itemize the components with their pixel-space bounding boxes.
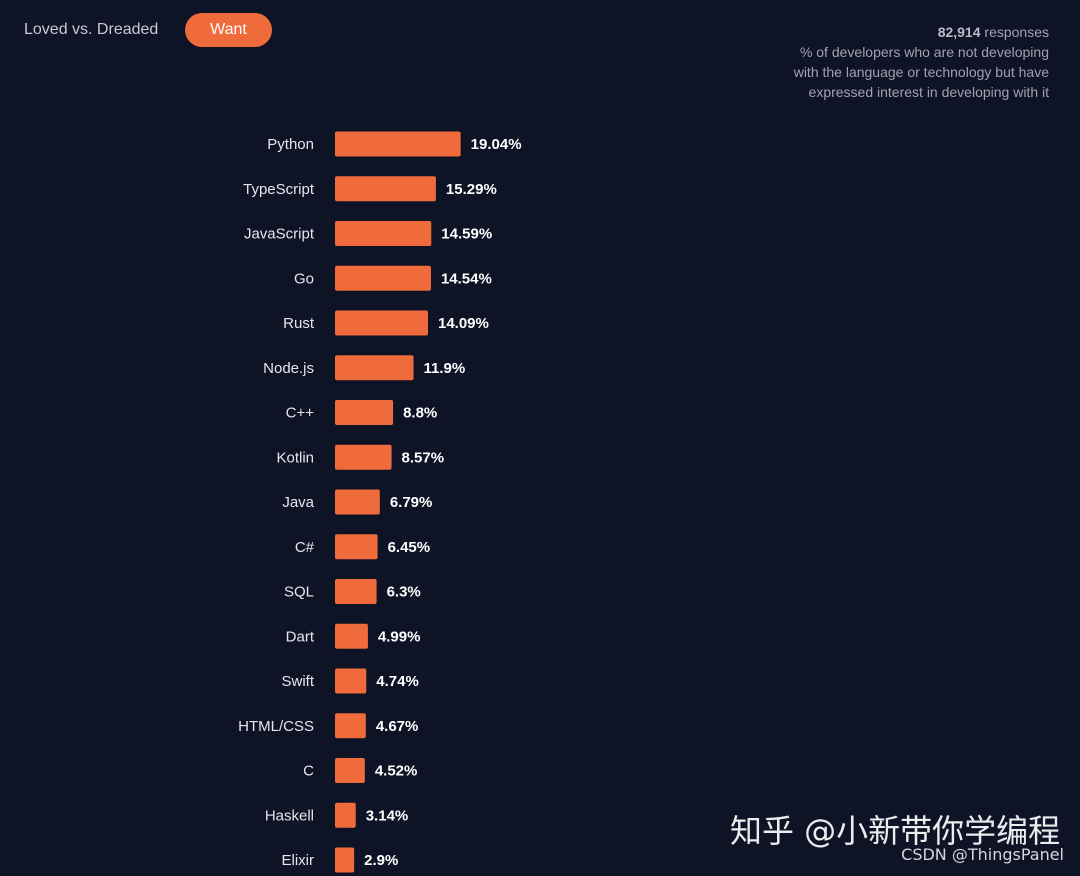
value-label: 14.54%	[441, 270, 492, 287]
value-label: 14.09%	[438, 315, 489, 332]
responses-info: 82,914 responses % of developers who are…	[749, 22, 1049, 102]
bar[interactable]	[335, 176, 436, 202]
value-label: 8.57%	[402, 449, 445, 466]
value-label: 6.79%	[390, 494, 433, 511]
bar[interactable]	[335, 534, 378, 560]
value-label: 2.9%	[364, 852, 398, 869]
bar[interactable]	[335, 579, 377, 604]
bar[interactable]	[335, 668, 367, 694]
category-label: Elixir	[282, 852, 315, 869]
category-label: HTML/CSS	[238, 718, 314, 735]
bar[interactable]	[335, 355, 414, 381]
value-label: 19.04%	[471, 136, 522, 153]
category-label: Node.js	[263, 360, 314, 377]
bar[interactable]	[335, 758, 365, 783]
value-label: 4.74%	[376, 673, 419, 690]
value-label: 11.9%	[424, 360, 466, 377]
category-label: Go	[294, 270, 314, 287]
value-label: 3.14%	[366, 807, 409, 824]
csdn-watermark: CSDN @ThingsPanel	[901, 845, 1064, 864]
value-label: 6.45%	[388, 539, 431, 556]
category-label: Haskell	[265, 807, 314, 824]
responses-line: 82,914 responses	[749, 22, 1049, 42]
bar[interactable]	[335, 400, 394, 425]
value-label: 15.29%	[446, 181, 497, 198]
responses-suffix: responses	[980, 24, 1049, 40]
category-label: C++	[286, 405, 315, 422]
category-label: TypeScript	[243, 181, 315, 198]
value-label: 4.52%	[375, 763, 418, 780]
category-label: Java	[282, 494, 314, 511]
responses-count: 82,914	[937, 24, 981, 40]
category-label: C	[303, 763, 314, 780]
value-label: 8.8%	[403, 405, 437, 422]
category-label: SQL	[284, 584, 314, 601]
category-label: C#	[295, 539, 315, 556]
value-label: 14.59%	[441, 226, 492, 243]
value-label: 4.99%	[378, 628, 421, 645]
bar[interactable]	[335, 131, 461, 157]
value-label: 4.67%	[376, 718, 419, 735]
tab-want[interactable]: Want	[185, 13, 272, 47]
chart-description: % of developers who are not developing w…	[793, 44, 1049, 100]
bar[interactable]	[335, 444, 392, 470]
bar[interactable]	[335, 802, 356, 828]
bar[interactable]	[335, 623, 368, 649]
tab-loved-vs-dreaded[interactable]: Loved vs. Dreaded	[24, 21, 159, 38]
category-label: Dart	[286, 628, 315, 645]
value-label: 6.3%	[387, 584, 421, 601]
bar[interactable]	[335, 713, 366, 739]
bar[interactable]	[335, 310, 428, 336]
bar[interactable]	[335, 847, 355, 873]
category-label: Swift	[281, 673, 314, 690]
category-label: Kotlin	[276, 449, 314, 466]
bar[interactable]	[335, 265, 431, 291]
bar[interactable]	[335, 489, 380, 515]
bar[interactable]	[335, 221, 432, 246]
category-label: Python	[267, 136, 314, 153]
category-label: Rust	[283, 315, 315, 332]
zhihu-watermark: 知乎 @小新带你学编程	[730, 812, 1061, 850]
category-label: JavaScript	[244, 226, 315, 243]
